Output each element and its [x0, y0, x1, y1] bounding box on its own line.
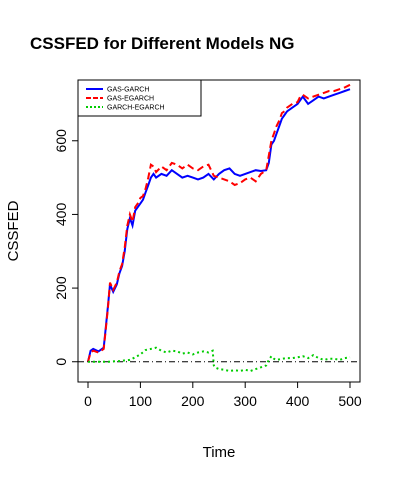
chart-title: CSSFED for Different Models NG: [30, 34, 294, 53]
y-axis-label: CSSFED: [5, 200, 22, 261]
y-tick-label: 0: [53, 358, 69, 366]
x-tick-label: 100: [129, 393, 153, 409]
y-axis: 0 200 400 600: [53, 129, 79, 366]
plot-area: [77, 79, 361, 383]
legend-box: [77, 79, 202, 117]
x-tick-label: 300: [234, 393, 258, 409]
y-tick-label: 200: [53, 276, 69, 300]
legend-items: GAS-GARCH GAS-EGARCH GARCH-EGARCH: [86, 87, 165, 112]
y-tick-label: 400: [53, 203, 69, 227]
x-tick-label: 200: [181, 393, 205, 409]
series-line-garch-egarch: [88, 346, 351, 373]
x-tick-label: 400: [286, 393, 310, 409]
y-tick-label: 600: [53, 129, 69, 153]
legend-label: GAS-GARCH: [107, 87, 149, 94]
legend-label: GARCH-EGARCH: [107, 105, 165, 112]
x-tick-label: 0: [84, 393, 92, 409]
x-axis-label: Time: [203, 444, 236, 461]
legend-label: GAS-EGARCH: [107, 96, 154, 103]
series-line-gas-egarch: [87, 83, 351, 362]
x-tick-label: 500: [338, 393, 362, 409]
x-axis: 0 100 200 300 400 500: [84, 381, 362, 409]
series-layer: [87, 83, 351, 373]
legend: GAS-GARCH GAS-EGARCH GARCH-EGARCH: [77, 79, 202, 117]
